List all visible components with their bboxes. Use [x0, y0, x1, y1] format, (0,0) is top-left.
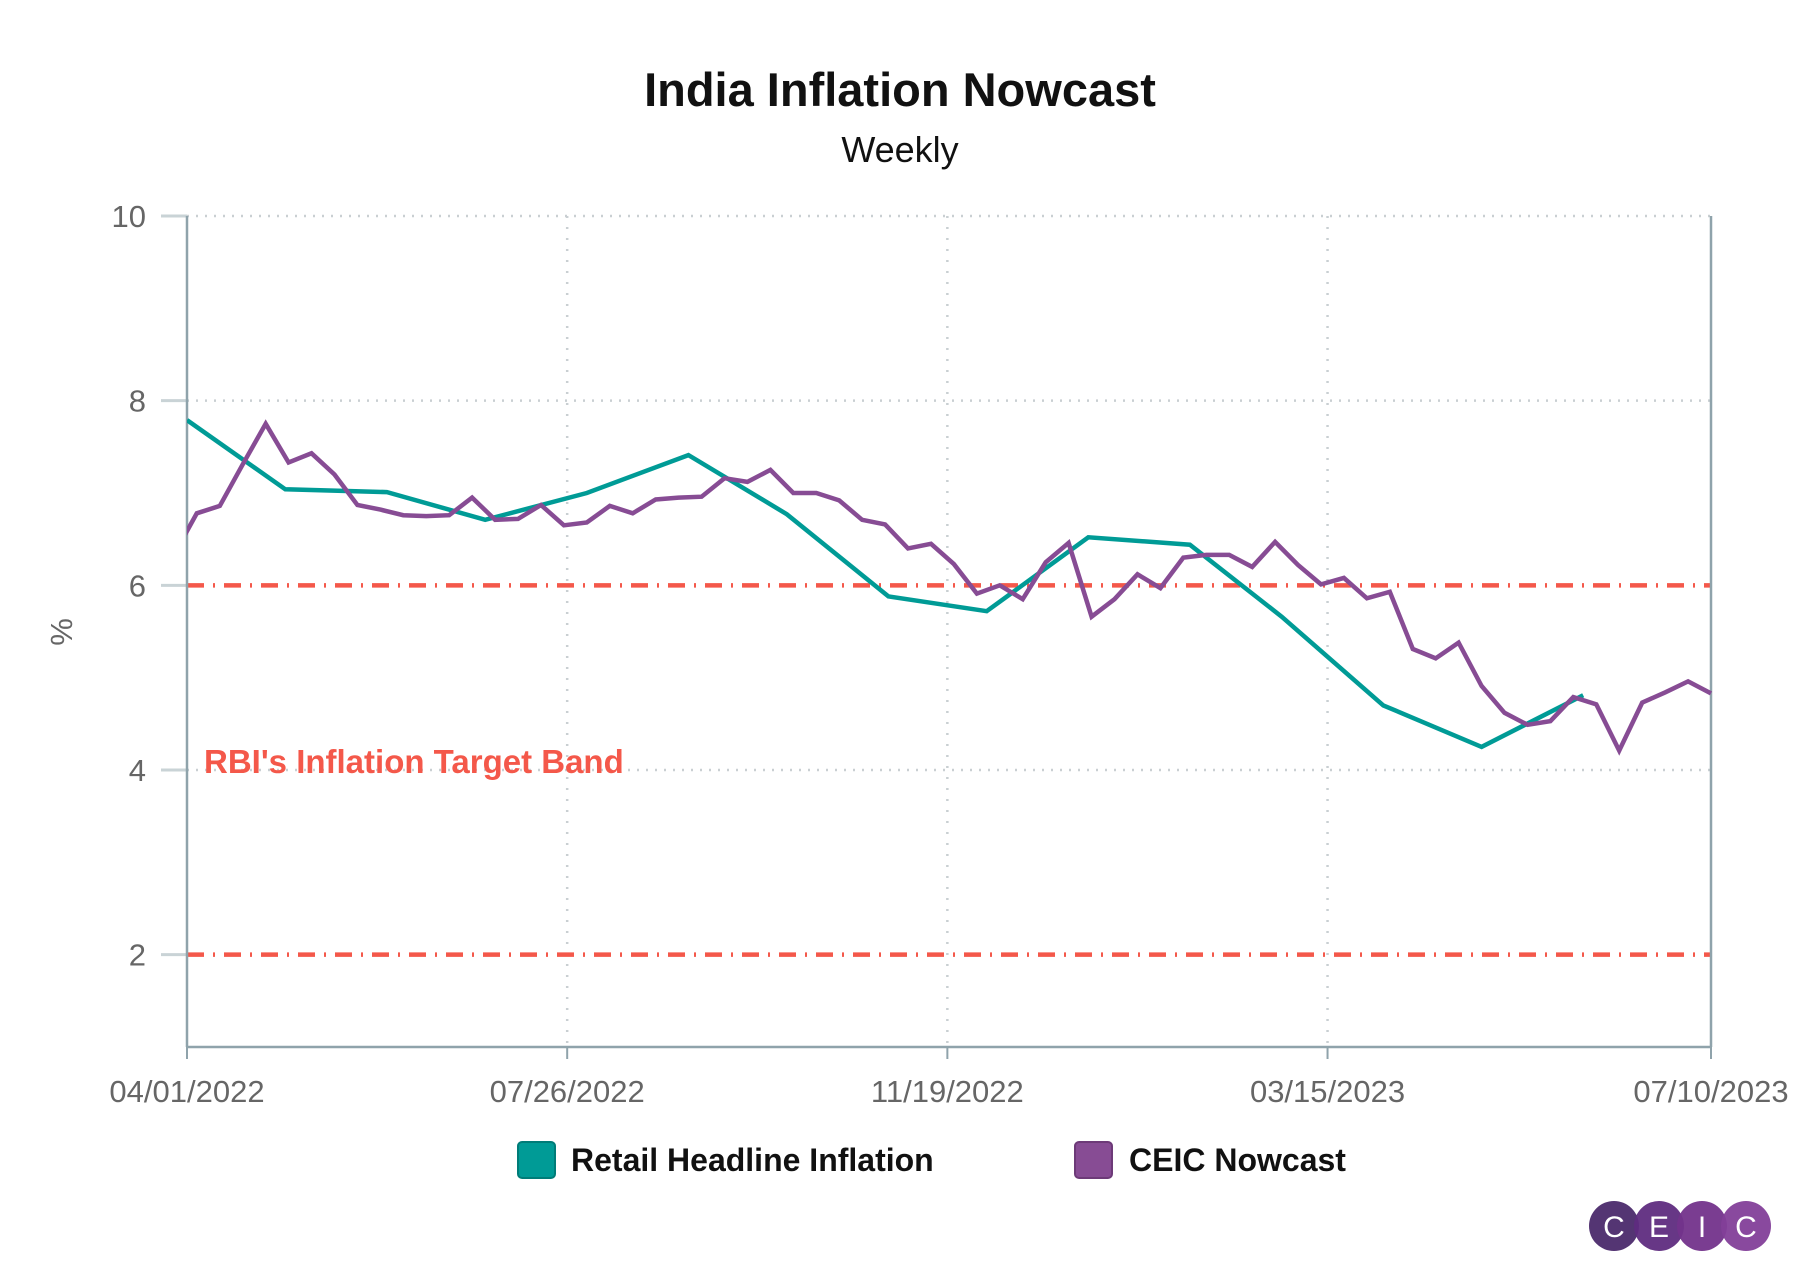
logo-letter: I [1698, 1211, 1706, 1244]
target-band-annotation: RBI's Inflation Target Band [204, 743, 624, 780]
series-line-nowcast [187, 419, 1712, 756]
logo-circle [1721, 1201, 1771, 1251]
series-line-retail [187, 418, 1585, 750]
x-tick-label: 07/26/2022 [490, 1074, 645, 1109]
legend: Retail Headline Inflation CEIC Nowcast [517, 1141, 1346, 1179]
logo-letter: E [1649, 1211, 1669, 1244]
x-tick-label: 11/19/2022 [871, 1074, 1024, 1109]
legend-label-retail: Retail Headline Inflation [571, 1142, 934, 1178]
logo-circle [1589, 1201, 1639, 1251]
y-tick-labels: 2 4 6 8 10 [112, 199, 146, 973]
legend-swatch-retail [517, 1141, 556, 1179]
logo-letter: C [1603, 1211, 1625, 1244]
y-tick-label: 6 [129, 568, 146, 603]
series-lines [187, 418, 1712, 756]
y-tick-label: 8 [129, 384, 146, 419]
x-tick-label: 07/10/2023 [1633, 1074, 1788, 1109]
logo-circle [1677, 1201, 1727, 1251]
y-tick-label: 2 [129, 938, 146, 973]
logo-circle [1634, 1201, 1684, 1251]
chart-subtitle: Weekly [841, 129, 958, 170]
legend-item-nowcast[interactable]: CEIC Nowcast [1074, 1141, 1346, 1179]
grid [187, 214, 1711, 1047]
x-tick-label: 04/01/2022 [109, 1074, 264, 1109]
y-tick-label: 10 [112, 199, 146, 234]
logo-letter: C [1735, 1211, 1757, 1244]
legend-label-nowcast: CEIC Nowcast [1129, 1142, 1346, 1178]
reference-lines [187, 583, 1711, 957]
chart-title: India Inflation Nowcast [644, 63, 1156, 116]
legend-item-retail[interactable]: Retail Headline Inflation [517, 1141, 934, 1179]
y-axis-label: % [44, 618, 79, 646]
axes [161, 214, 1713, 1059]
x-tick-label: 03/15/2023 [1250, 1074, 1405, 1109]
y-tick-label: 4 [129, 753, 146, 788]
x-tick-labels: 04/01/2022 07/26/2022 11/19/2022 03/15/2023… [109, 1074, 1788, 1109]
legend-swatch-nowcast [1074, 1141, 1113, 1179]
